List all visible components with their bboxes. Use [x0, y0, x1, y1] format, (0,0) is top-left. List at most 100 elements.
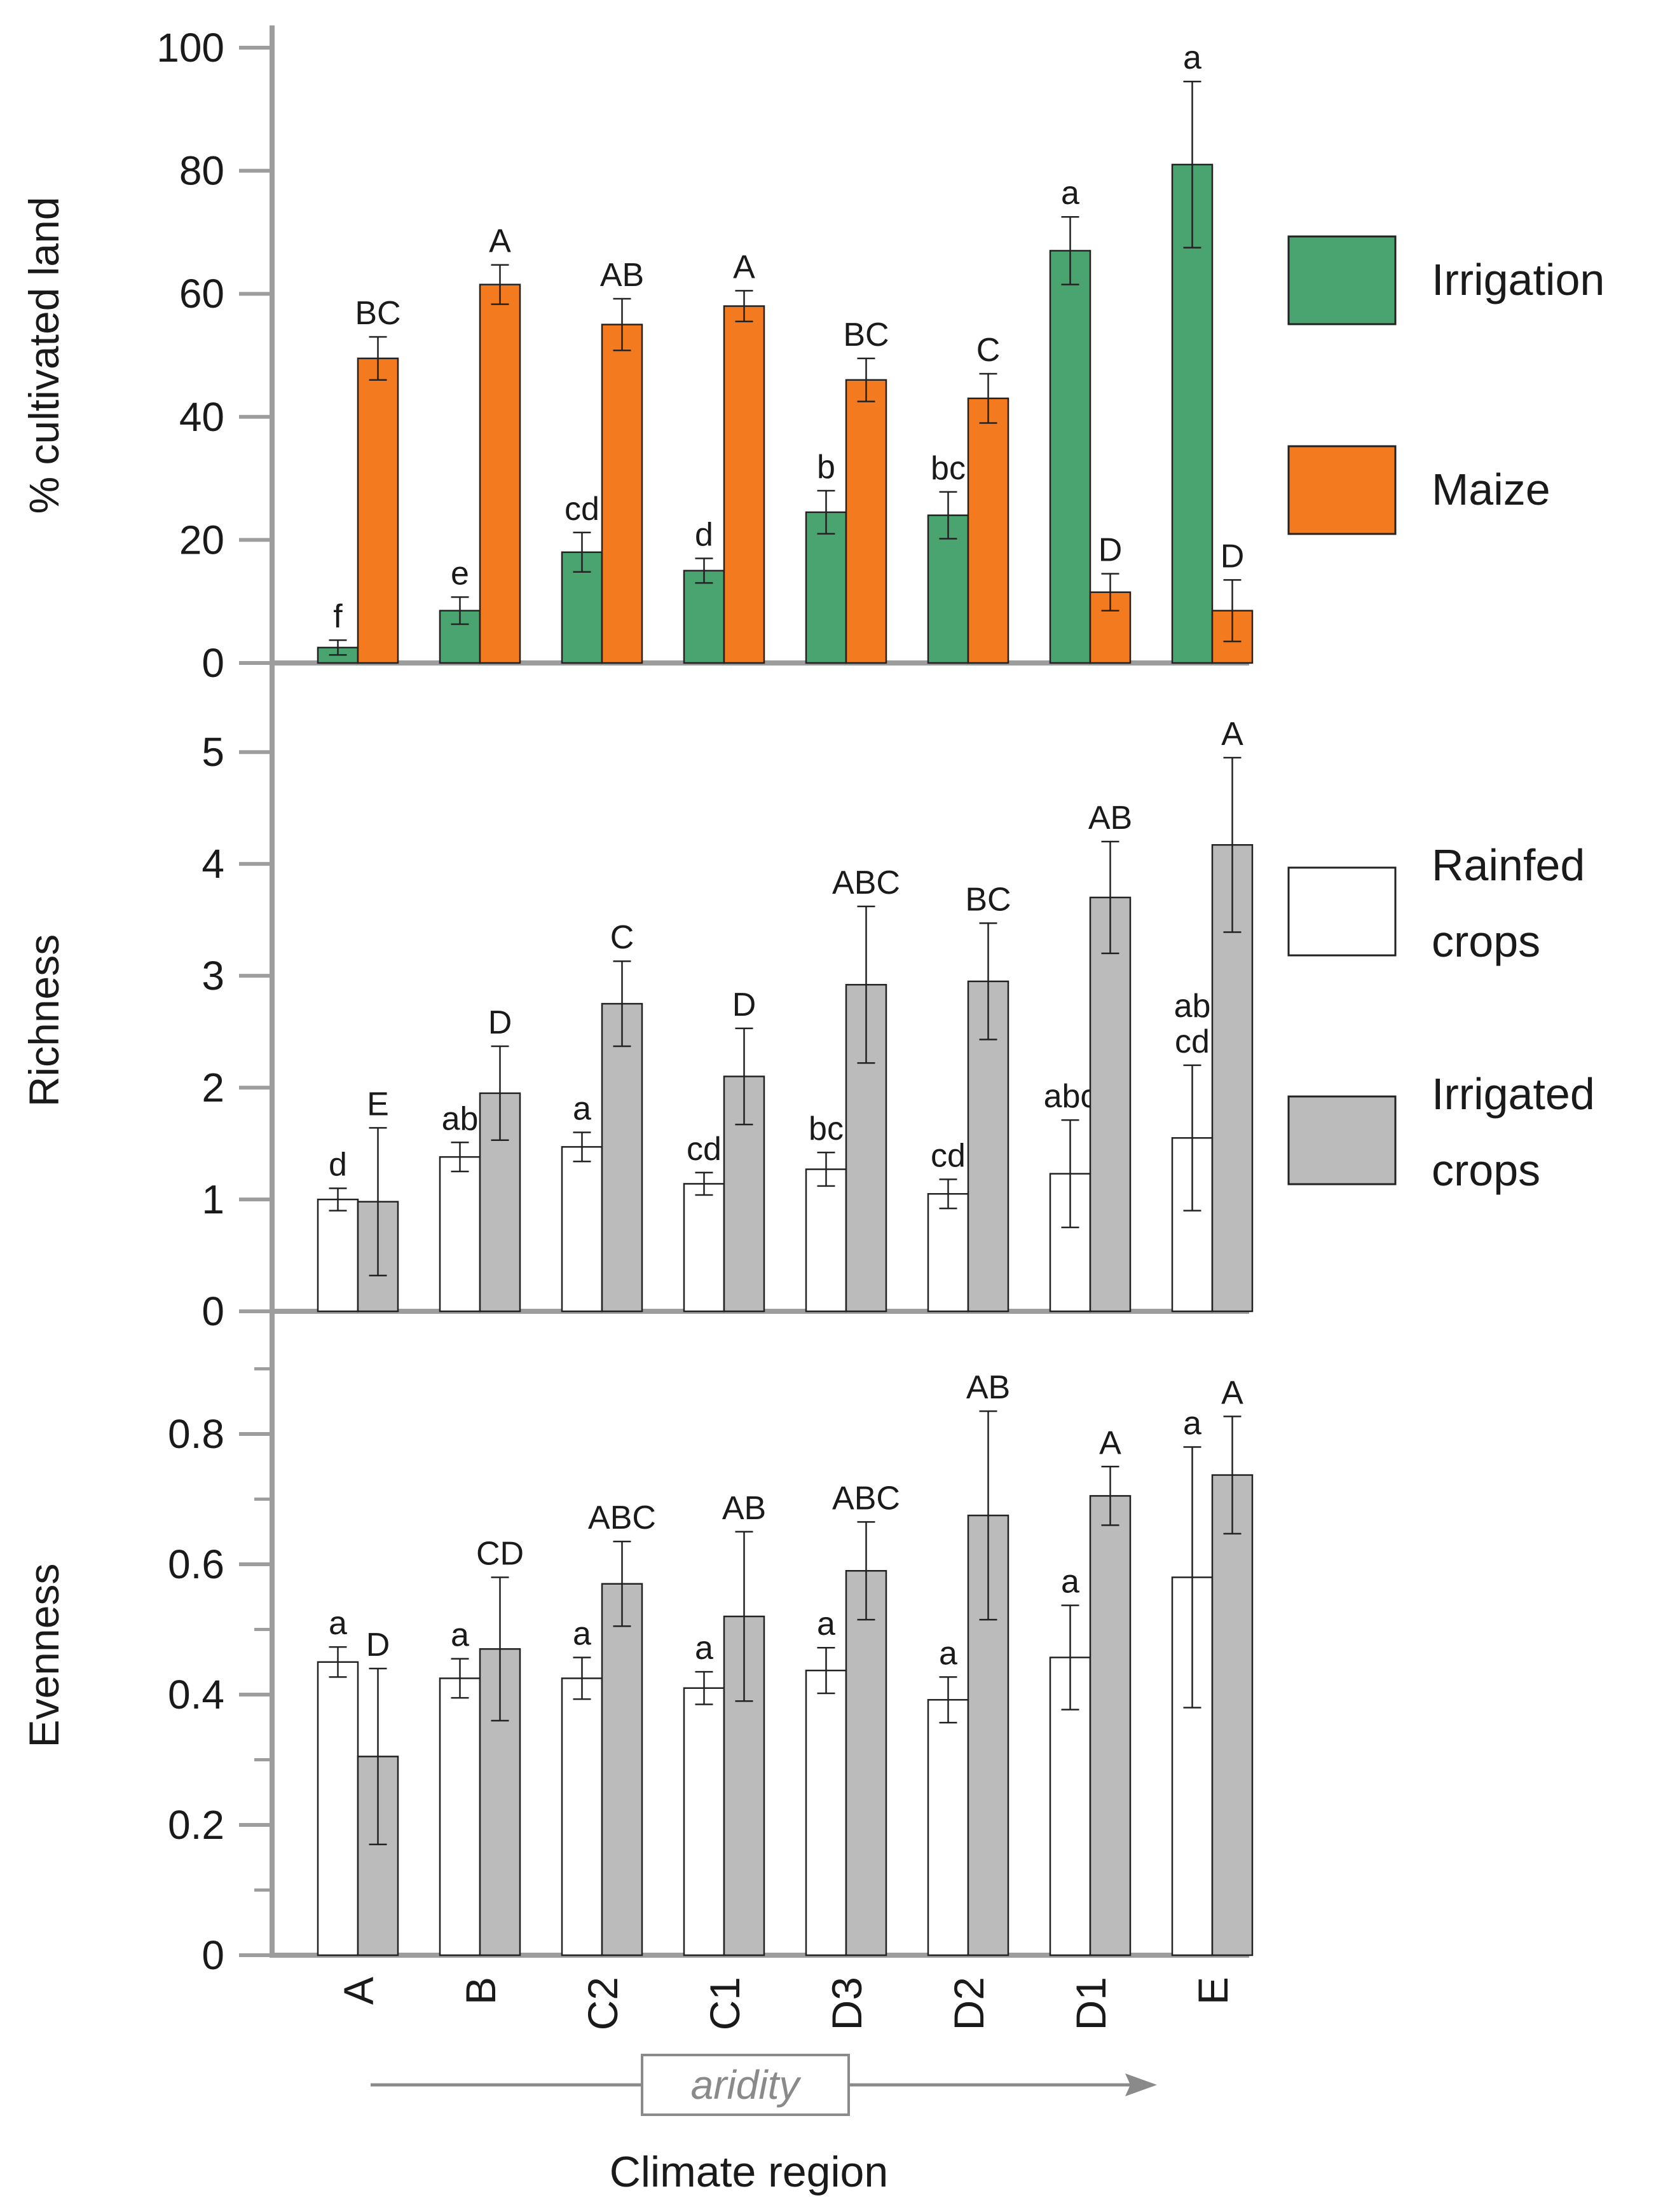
y-tick-label: 4 [202, 841, 224, 887]
legend-label: Irrigated [1432, 1069, 1595, 1119]
bar [1211, 1474, 1254, 1956]
significance-label: a [1061, 1564, 1079, 1601]
significance-label: d [329, 1146, 347, 1183]
significance-label: cd [687, 1131, 722, 1168]
significance-label: ab [442, 1100, 479, 1137]
significance-label: ABC [832, 1480, 900, 1517]
bar [1089, 1495, 1132, 1956]
legend-label: crops [1432, 917, 1540, 966]
bar [357, 357, 399, 664]
significance-label: AB [1088, 800, 1132, 836]
bar [601, 324, 643, 664]
bar [439, 1156, 481, 1313]
x-tick-label: B [457, 1977, 504, 2005]
bar [1049, 250, 1092, 664]
bar [805, 511, 847, 664]
significance-label: a [573, 1616, 591, 1653]
significance-label: cd [565, 491, 599, 528]
y-axis-label: Richness [20, 934, 67, 1107]
legend-label: crops [1432, 1145, 1540, 1195]
x-tick-label: D1 [1067, 1977, 1114, 2030]
significance-label: b [817, 449, 835, 486]
significance-label: BC [965, 881, 1011, 918]
significance-label: D [1098, 532, 1123, 569]
significance-label: BC [355, 295, 400, 332]
bar [561, 1146, 603, 1313]
bar [683, 1687, 725, 1956]
significance-label: a [939, 1635, 957, 1672]
significance-label: ABC [588, 1499, 656, 1536]
bar [723, 305, 765, 664]
bar [479, 283, 521, 664]
legend-swatch [1287, 445, 1397, 535]
bar [683, 570, 725, 664]
y-tick-label: 40 [179, 394, 224, 440]
significance-label: a [695, 1630, 713, 1667]
significance-label: D [1221, 538, 1245, 575]
bar [927, 1698, 969, 1956]
significance-label: a [573, 1090, 591, 1127]
significance-label: BC [843, 317, 889, 353]
bar [439, 1677, 481, 1956]
x-tick-label: D3 [823, 1977, 870, 2030]
significance-label: CD [476, 1536, 524, 1573]
significance-label: ABC [832, 864, 900, 901]
significance-label: A [733, 249, 755, 285]
significance-label: AB [600, 257, 644, 294]
y-tick-label: 80 [179, 148, 224, 194]
bar [317, 1661, 359, 1956]
significance-label: abc [1044, 1078, 1097, 1115]
significance-label: a [451, 1617, 469, 1654]
significance-label: A [1099, 1424, 1121, 1461]
significance-label: C [610, 919, 634, 956]
bar [845, 1570, 887, 1956]
significance-label: D [732, 987, 756, 1023]
x-tick-label: C1 [701, 1977, 748, 2030]
x-tick-label: A [335, 1977, 382, 2005]
significance-label: a [1183, 39, 1201, 76]
significance-label: D [488, 1004, 512, 1041]
significance-label: a [329, 1605, 347, 1642]
legend-label: Rainfed [1432, 840, 1585, 890]
bar [967, 397, 1009, 664]
significance-label: f [333, 598, 343, 635]
y-tick-label: 0.4 [168, 1672, 224, 1717]
x-tick-label: D2 [945, 1977, 992, 2030]
x-axis-label: Climate region [610, 2148, 888, 2196]
y-tick-label: 0 [202, 1932, 224, 1978]
significance-label: A [1221, 1374, 1243, 1411]
legend-label: Maize [1432, 465, 1550, 514]
aridity-box [641, 2054, 850, 2116]
panel-1: 0 20 40 60 80 100 % cultivated land f e cd d b bc a a B… [20, 25, 1254, 686]
bar [927, 1192, 969, 1313]
bar [845, 379, 887, 664]
bar [601, 1583, 643, 1956]
significance-label: a [1183, 1405, 1201, 1442]
y-axis-label: Evenness [20, 1564, 67, 1748]
y-tick-label: 3 [202, 953, 224, 999]
y-tick-label: 0.2 [168, 1802, 224, 1848]
y-tick-label: 2 [202, 1065, 224, 1110]
significance-label: C [976, 332, 1001, 369]
bar [317, 1198, 359, 1313]
y-tick-label: 20 [179, 517, 224, 563]
legend-label: Irrigation [1432, 255, 1605, 304]
significance-label: bc [809, 1110, 844, 1147]
legend-swatch [1287, 235, 1397, 325]
y-axis-label: % cultivated land [20, 197, 67, 514]
significance-label: e [451, 555, 469, 592]
y-tick-label: 5 [202, 729, 224, 775]
significance-label: cd [1175, 1023, 1210, 1060]
y-tick-label: 0 [202, 640, 224, 686]
bar [927, 514, 969, 664]
significance-label: a [817, 1606, 835, 1642]
significance-label: AB [722, 1490, 766, 1527]
significance-label: cd [931, 1137, 966, 1174]
bar [561, 1677, 603, 1956]
bar [805, 1168, 847, 1313]
y-tick-label: 1 [202, 1177, 224, 1222]
significance-label: a [1061, 175, 1079, 212]
